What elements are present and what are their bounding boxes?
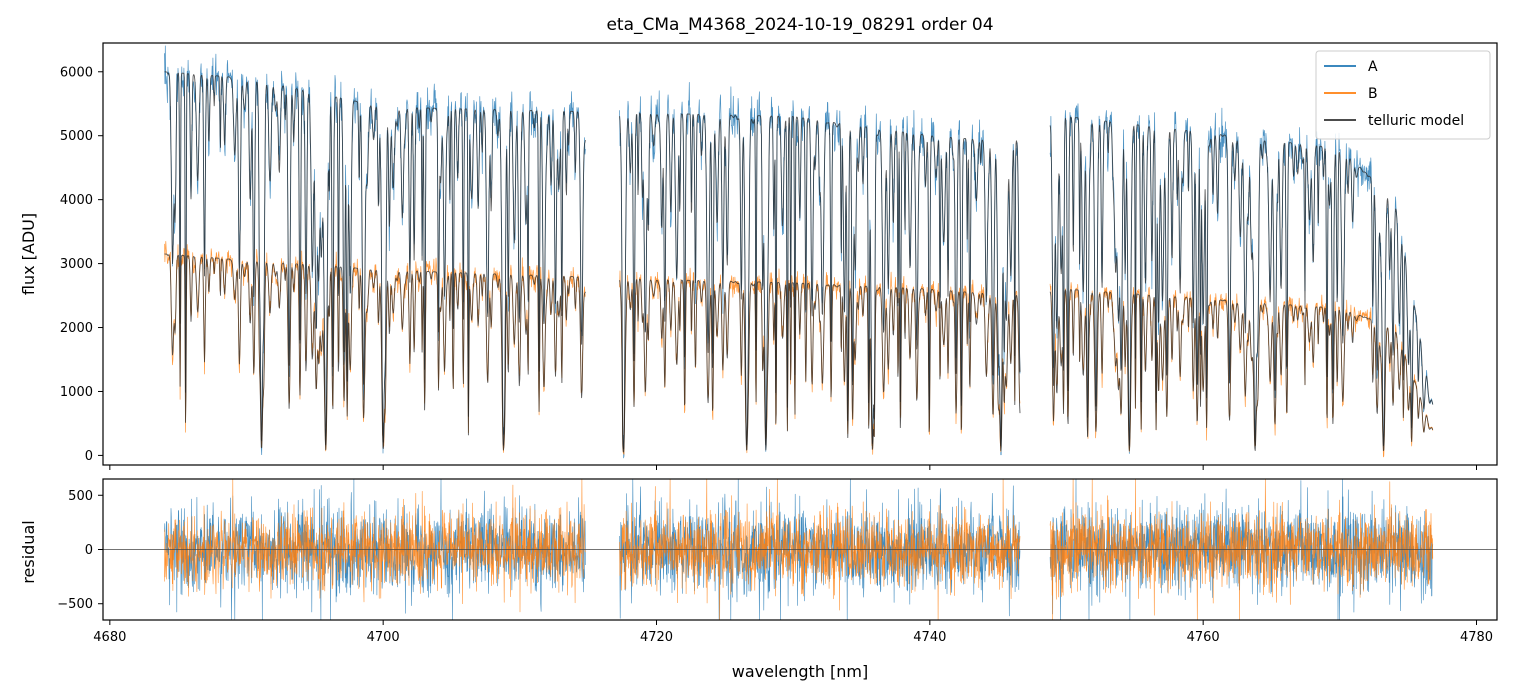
residual-y-tick-label: 0 (85, 543, 93, 558)
x-tick-label: 4720 (640, 630, 673, 645)
x-tick-label: 4780 (1460, 630, 1493, 645)
x-tick-label: 4700 (367, 630, 400, 645)
telluric-model-line-b-seg2 (619, 278, 1021, 453)
telluric-model-line-b-seg1 (164, 253, 586, 451)
residual-panel: −500 0 500 4680 4700 4720 4740 4760 4780 (57, 478, 1498, 645)
telluric-model-line-b-seg3 (1049, 289, 1434, 452)
flux-line-a-seg3 (1049, 103, 1434, 454)
legend: A B telluric model (1315, 50, 1491, 140)
flux-axes-frame (102, 42, 1498, 466)
legend-label-a: A (1368, 59, 1378, 75)
residual-y-tick-label: −500 (57, 597, 93, 612)
flux-y-axis-label: flux [ADU] (19, 213, 38, 295)
flux-y-tick-label: 1000 (60, 385, 93, 400)
residual-y-axis-label: residual (19, 520, 38, 583)
residual-y-tick-label: 500 (68, 489, 93, 504)
legend-label-telluric: telluric model (1368, 113, 1464, 129)
chart-title: eta_CMa_M4368_2024-10-19_08291 order 04 (606, 15, 993, 35)
flux-plot-area (103, 43, 1497, 465)
flux-y-tick-label: 2000 (60, 321, 93, 336)
x-tick-label: 4740 (913, 630, 946, 645)
flux-y-tick-label: 3000 (60, 257, 93, 272)
legend-box (1315, 50, 1491, 140)
flux-panel: 0 1000 2000 3000 4000 5000 6000 (60, 42, 1498, 470)
residual-line-b-seg2 (619, 478, 1021, 621)
x-tick-label: 4760 (1187, 630, 1220, 645)
telluric-model-line-a-seg2 (619, 112, 1021, 450)
telluric-model-line-a-seg3 (1049, 116, 1434, 447)
residual-line-b-seg3 (1049, 478, 1434, 621)
telluric-model-line-a-seg1 (164, 71, 586, 446)
flux-y-tick-label: 4000 (60, 193, 93, 208)
flux-y-tick-label: 5000 (60, 129, 93, 144)
x-tick-label: 4680 (93, 630, 126, 645)
x-axis-label: wavelength [nm] (732, 662, 869, 681)
flux-y-tick-label: 6000 (60, 65, 93, 80)
legend-label-b: B (1368, 86, 1378, 102)
residual-line-b-seg1 (164, 478, 586, 613)
residual-line-a-seg1 (164, 478, 586, 621)
flux-y-tick-label: 0 (85, 449, 93, 464)
